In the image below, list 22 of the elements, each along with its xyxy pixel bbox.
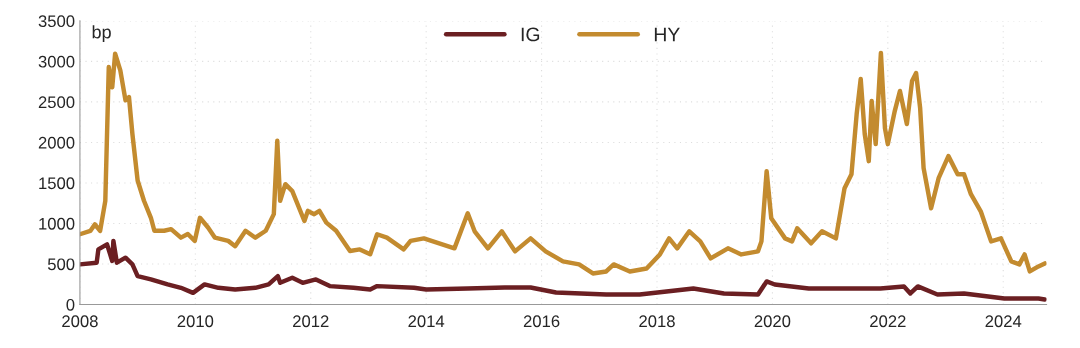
y-tick-label: 2500 xyxy=(38,96,75,109)
line-series xyxy=(79,50,1047,276)
x-tick-label: 2024 xyxy=(985,315,1022,328)
x-tick-label: 2008 xyxy=(62,315,98,328)
y-tick-label: 3000 xyxy=(38,55,75,68)
y-tick-label: 1000 xyxy=(39,217,75,230)
y-tick-label: 500 xyxy=(47,258,75,271)
y-tick-label: 2000 xyxy=(38,136,75,149)
x-tick-label: 2010 xyxy=(177,315,214,328)
y-axis-title: bp xyxy=(92,25,111,42)
x-tick-label: 2020 xyxy=(754,315,791,328)
y-tick-label: 1500 xyxy=(39,177,75,190)
legend-label: HY xyxy=(654,27,680,42)
line-series xyxy=(79,238,1047,302)
x-tick-label: 2012 xyxy=(293,315,329,328)
y-tick-label: 3500 xyxy=(38,15,75,28)
x-tick-label: 2014 xyxy=(408,315,445,328)
legend-label: IG xyxy=(521,27,540,42)
x-tick-label: 2022 xyxy=(870,315,906,328)
x-tick-label: 2018 xyxy=(639,315,675,328)
x-tick-label: 2016 xyxy=(523,315,560,328)
y-tick-label: 0 xyxy=(66,298,75,311)
